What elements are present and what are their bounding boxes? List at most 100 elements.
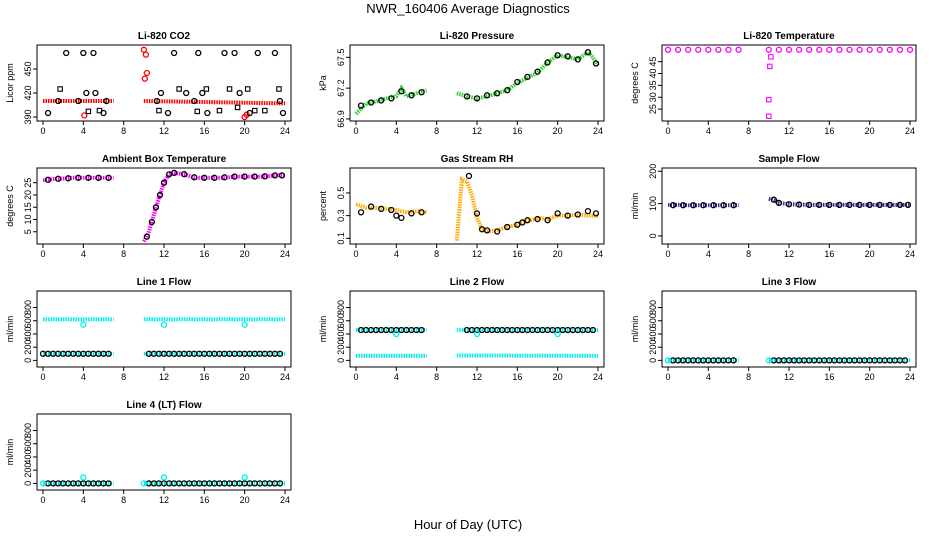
x-tick-label: 16: [512, 126, 522, 136]
data-band: [354, 84, 428, 116]
y-tick-label: 30: [648, 92, 658, 102]
data-band: [142, 170, 285, 243]
panel-title: Line 4 (LT) Flow: [126, 400, 202, 411]
x-tick-label: 8: [746, 126, 751, 136]
series-co2-flagged: [57, 86, 282, 115]
data-point: [278, 172, 286, 179]
data-point: [826, 46, 833, 53]
series-pressure-high-res-: [354, 49, 600, 116]
data-point: [152, 204, 160, 211]
data-point: [806, 201, 813, 209]
y-tick-label: 20: [23, 190, 33, 200]
data-point: [378, 97, 385, 104]
data-point: [705, 46, 712, 53]
data-point: [544, 217, 551, 224]
panel-title: Ambient Box Temperature: [102, 154, 227, 165]
x-tick-label: 20: [553, 249, 563, 259]
data-band: [143, 99, 286, 106]
data-point: [85, 108, 92, 115]
series-line-3-flow-hourly: [669, 357, 909, 364]
data-point: [181, 170, 188, 178]
panel-5: Gas Stream RH 0 4 8 12 16 20 24 0.1 0.3 0.5 percent: [318, 154, 605, 259]
data-point: [669, 202, 677, 209]
data-point: [234, 104, 241, 111]
x-tick-label: 16: [512, 372, 522, 382]
series-pressure-hourly: [357, 49, 600, 109]
series-line-1-flow-hourly: [39, 350, 284, 357]
y-tick-label: 200: [23, 340, 33, 355]
x-tick-label: 0: [665, 126, 670, 136]
y-tick-label: 800: [23, 423, 33, 438]
y-tick-label: 40: [648, 68, 658, 78]
data-band: [454, 176, 598, 241]
data-band: [768, 196, 910, 207]
y-tick-label: 390: [23, 109, 33, 124]
data-point: [357, 102, 365, 109]
data-point: [554, 52, 561, 59]
x-tick-label: 20: [865, 249, 875, 259]
y-tick-label: 200: [23, 463, 33, 478]
x-tick-label: 20: [865, 126, 875, 136]
data-point: [534, 68, 541, 75]
data-point: [393, 330, 400, 338]
data-point: [584, 207, 592, 215]
x-tick-label: 24: [905, 249, 915, 259]
data-point: [57, 86, 63, 92]
data-point: [765, 357, 772, 364]
x-tick-label: 16: [199, 495, 209, 505]
plot-frame: [661, 290, 917, 368]
data-point: [767, 63, 773, 70]
data-point: [544, 59, 551, 66]
data-point: [866, 201, 873, 209]
y-tick-label: 400: [648, 326, 658, 341]
y-tick-label: 400: [23, 449, 33, 464]
x-tick-label: 0: [665, 372, 670, 382]
series-co2-hourly: [44, 49, 287, 117]
data-point: [148, 218, 156, 226]
y-tick-label: 45: [648, 57, 658, 67]
y-tick-label: 600: [648, 313, 658, 328]
data-point: [276, 480, 284, 487]
data-point: [65, 175, 72, 182]
data-point: [564, 212, 571, 219]
x-tick-label: 12: [472, 126, 482, 136]
data-point: [816, 46, 823, 53]
x-tick-label: 8: [746, 372, 751, 382]
panel-title: Sample Flow: [758, 154, 819, 165]
data-point: [574, 211, 581, 218]
data-band: [42, 175, 114, 183]
data-point: [504, 87, 511, 94]
x-tick-label: 4: [706, 249, 711, 259]
x-tick-label: 8: [434, 249, 439, 259]
data-point: [775, 46, 783, 53]
data-point: [679, 202, 687, 209]
y-tick-label: 600: [23, 313, 33, 328]
data-point: [241, 474, 248, 481]
x-tick-label: 0: [40, 249, 45, 259]
data-point: [195, 49, 202, 57]
x-tick-label: 0: [40, 495, 45, 505]
data-point: [156, 107, 162, 114]
series-line-3-flow-start: [664, 357, 772, 364]
data-point: [164, 109, 172, 117]
data-point: [418, 209, 425, 216]
y-tick-label: 0.3: [336, 209, 346, 222]
series-co2-outliers: [81, 46, 250, 121]
y-tick-label: 800: [23, 300, 33, 315]
data-point: [194, 108, 201, 115]
x-tick-label: 20: [240, 249, 250, 259]
data-point: [876, 46, 883, 53]
data-point: [160, 321, 168, 328]
y-axis-label: ml/min: [318, 316, 328, 343]
y-tick-label: 200: [648, 164, 658, 179]
data-point: [75, 174, 82, 181]
data-point: [408, 92, 415, 99]
y-axis-label: degrees C: [5, 185, 15, 227]
x-tick-label: 0: [353, 249, 358, 259]
panel-1: Li-820 CO2 0 4 8 12 16 20 24 390 420 450 Licor ppm: [5, 31, 292, 136]
x-tick-label: 16: [199, 249, 209, 259]
x-tick-label: 8: [121, 495, 126, 505]
data-point: [592, 60, 600, 67]
x-tick-label: 0: [353, 126, 358, 136]
